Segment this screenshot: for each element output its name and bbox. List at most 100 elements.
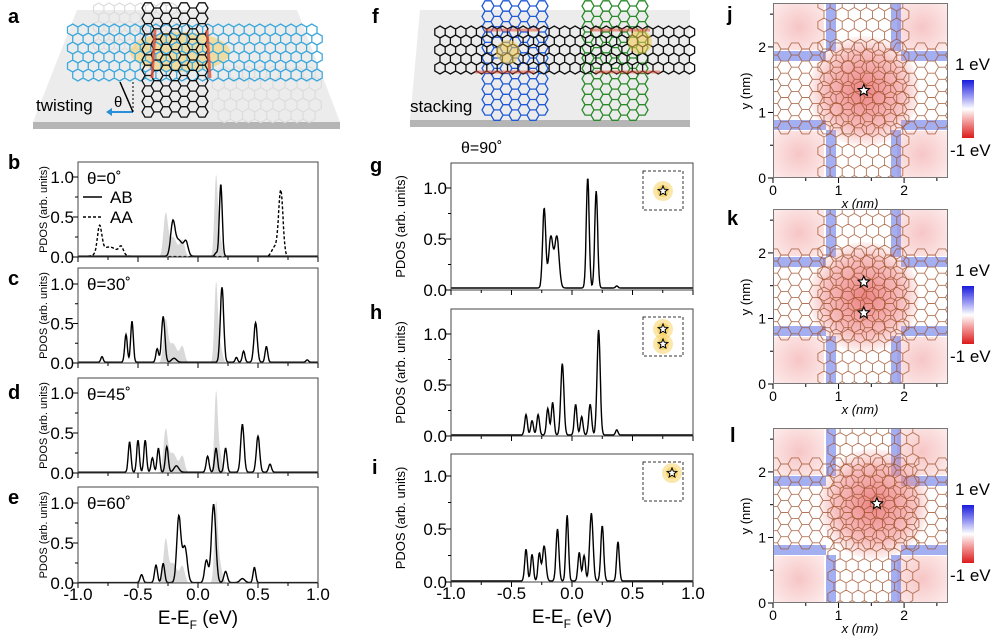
heatmap-corner-region [774, 4, 824, 50]
y-tick-label: 2 [758, 464, 766, 480]
y-tick-label: 0.5 [50, 424, 74, 443]
heatmap-corner-region [897, 337, 947, 383]
inset-box [642, 461, 684, 502]
y-axis-label: PDOS (arb. units) [38, 272, 50, 359]
colorbar [962, 286, 974, 344]
y-axis-label: y (nm) [738, 73, 753, 110]
lattice-vertical-black [141, 2, 209, 118]
heatmap-corner-region [774, 429, 824, 475]
y-tick-label: 1.0 [423, 179, 447, 198]
star-icon [656, 322, 670, 335]
x-tick-label: 1.0 [681, 584, 705, 603]
pdos-panel-h: 0.0 0.5 1.0 PDOS (arb. units) [393, 308, 694, 446]
y-tick-label: 0.5 [423, 520, 447, 539]
heatmap-corner-region [774, 131, 824, 177]
y-axis-label: PDOS (arb. units) [393, 175, 408, 278]
x-tick-label: 1.0 [306, 585, 330, 604]
heatmap-corner-region [897, 4, 947, 50]
substrate-top [33, 10, 340, 122]
y-tick-label: 0.5 [50, 315, 74, 334]
colorbar [962, 80, 974, 138]
x-axis-label: x (nm) [841, 196, 879, 211]
y-tick-label: 1.0 [423, 325, 447, 344]
y-tick-label: 1.0 [50, 275, 74, 294]
pdos-panel-g: 0.0 0.5 1.0 PDOS (arb. units) θ=90˚ [393, 140, 694, 300]
colorbar-max-label: 1 eV [955, 261, 990, 280]
series-line-AB [78, 184, 318, 257]
x-tick-label: 0 [769, 607, 777, 623]
y-tick-label: 1.0 [50, 384, 74, 403]
panel-label-a: a [8, 6, 20, 28]
x-tick-label: 0 [769, 182, 777, 198]
y-tick-label: 0.5 [423, 376, 447, 395]
lattice-vertical-ribbon [827, 429, 920, 602]
lattice-vertical-ribbon [817, 210, 910, 383]
x-tick-label: 1 [835, 607, 843, 623]
y-tick-label: 0.0 [423, 573, 447, 592]
star-icon [656, 337, 670, 350]
series-line-30 [78, 287, 318, 363]
panel-label-k: k [727, 208, 739, 230]
lattice-horizontal-ribbon [774, 457, 947, 550]
y-tick-label: 0.5 [50, 208, 74, 227]
x-tick-label: 0.5 [246, 585, 270, 604]
panel-label-b: b [8, 152, 21, 174]
star-icon [656, 184, 670, 197]
series-line-onejunction [451, 178, 693, 289]
heatmap-corner-region [897, 131, 947, 177]
x-tick-label: 0.5 [621, 584, 645, 603]
star-icon [856, 83, 871, 97]
x-tick-label: -1.0 [436, 584, 465, 603]
panel-label-g: g [370, 155, 383, 177]
series-line-twojunctions [451, 329, 693, 436]
x-axis-label: E-EF (eV) [158, 608, 238, 632]
heatmap-corner-region [897, 556, 947, 602]
y-axis-label: PDOS (arb. units) [393, 321, 408, 424]
x-tick-label: 0.0 [186, 585, 210, 604]
x-axis-label-subscript: F [190, 618, 197, 632]
inset-box [642, 170, 684, 211]
y-axis-label: y (nm) [738, 498, 753, 535]
star-icon [869, 496, 884, 510]
star-icon [856, 305, 871, 319]
inset-box [642, 316, 684, 357]
y-axis-label: y (nm) [738, 279, 753, 316]
y-axis-label: PDOS (arb. units) [38, 492, 50, 579]
x-axis-label-part: (eV) [571, 607, 612, 628]
panel-label-d: d [8, 382, 21, 404]
x-tick-label: 1 [835, 388, 843, 404]
x-tick-label: 0.0 [560, 584, 584, 603]
heatmap-corner-region [897, 210, 947, 256]
x-tick-label: -0.5 [123, 585, 152, 604]
plot-frame [450, 162, 694, 291]
angle-label: θ [114, 94, 122, 111]
x-axis-label-part: (eV) [197, 608, 238, 629]
y-tick-label: 0 [758, 170, 766, 186]
y-tick-label: 2 [758, 245, 766, 261]
star-icon [665, 466, 679, 479]
heatmap-corner-region [774, 337, 824, 383]
y-tick-label: 0 [758, 376, 766, 392]
x-tick-label: 2 [900, 388, 908, 404]
panel-label-c: c [8, 268, 20, 290]
panel-label-j: j [727, 4, 733, 26]
y-tick-label: 1 [758, 310, 766, 326]
junction-glow [496, 40, 520, 64]
panel-label-l: l [730, 425, 736, 447]
x-axis-label-part: E-E [158, 608, 190, 629]
heatmap-k [773, 209, 948, 384]
series-line-offcenter [451, 512, 693, 582]
illustration-stacking: stacking [410, 0, 696, 127]
y-tick-label: 0.5 [423, 230, 447, 249]
y-tick-label: 1.0 [50, 168, 74, 187]
y-tick-label: 0.0 [50, 354, 74, 373]
caption-stacking: stacking [410, 97, 472, 116]
panel-label-i: i [372, 457, 378, 479]
panel-title: θ=90˚ [461, 140, 502, 157]
lattice-overlay [774, 210, 947, 383]
legend-label-AA: AA [110, 208, 133, 227]
arrowhead-icon [106, 108, 112, 116]
